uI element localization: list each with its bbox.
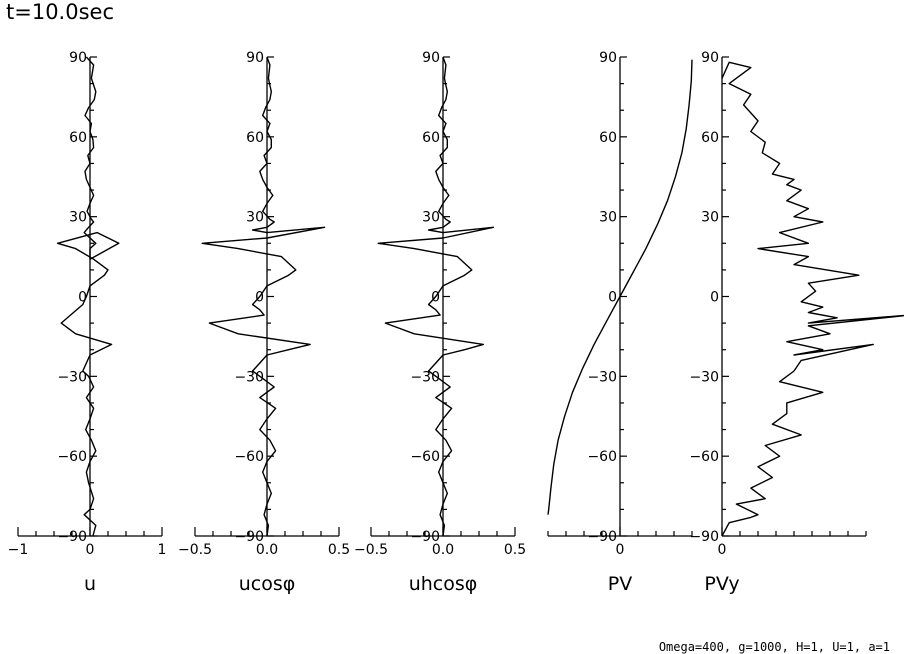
y-tick-label: 0 [78,290,87,306]
y-tick-label: −30 [410,369,440,385]
series-line [56,56,120,537]
y-tick-label: 30 [69,210,87,226]
y-tick-label: 90 [701,50,719,66]
y-tick-label: 60 [701,130,719,146]
y-tick-label: −90 [689,529,719,545]
y-tick-label: −90 [234,529,264,545]
x-axis-label: ucosφ [239,573,296,595]
page-title: t=10.0sec [6,0,114,24]
y-tick-label: 60 [246,130,264,146]
y-tick-label: 90 [246,50,264,66]
y-tick-label: 60 [599,130,617,146]
x-tick-label: 0.0 [256,542,278,558]
series-line [721,61,904,537]
y-tick-label: −90 [57,529,87,545]
y-tick-label: 60 [69,130,87,146]
x-tick-label: 0.5 [328,542,350,558]
x-axis-label: uhcosφ [409,573,478,595]
y-tick-label: 30 [701,210,719,226]
y-tick-label: 30 [599,210,617,226]
y-tick-label: 60 [422,130,440,146]
y-tick-label: −90 [587,529,617,545]
x-axis-label: PVy [704,573,739,595]
x-tick-label: 0 [86,542,95,558]
y-tick-label: 90 [599,50,617,66]
x-tick-label: 0 [718,542,727,558]
x-axis-label: u [84,573,96,595]
y-tick-label: −30 [234,369,264,385]
y-tick-label: 30 [422,210,440,226]
x-tick-label: 1 [158,542,167,558]
y-tick-label: −60 [587,449,617,465]
y-tick-label: −60 [57,449,87,465]
y-tick-label: −60 [234,449,264,465]
y-tick-label: −60 [410,449,440,465]
x-tick-label: 0.5 [504,542,526,558]
x-tick-label: 0.0 [432,542,454,558]
y-tick-label: 0 [608,290,617,306]
parameters-footer: Omega=400, g=1000, H=1, U=1, a=1 [658,640,890,654]
series-line [377,56,495,537]
y-tick-label: −60 [689,449,719,465]
y-tick-label: 90 [422,50,440,66]
y-tick-label: −90 [410,529,440,545]
series-line [201,56,326,537]
x-tick-label: −1 [8,542,29,558]
y-tick-label: −30 [587,369,617,385]
y-tick-label: 0 [710,290,719,306]
y-tick-label: 90 [69,50,87,66]
y-tick-label: −30 [689,369,719,385]
series-line [547,59,693,515]
y-tick-label: 30 [246,210,264,226]
x-tick-label: −0.5 [178,542,212,558]
x-tick-label: −0.5 [354,542,388,558]
x-axis-label: PV [608,573,632,595]
y-tick-label: −30 [57,369,87,385]
x-tick-label: 0 [616,542,625,558]
